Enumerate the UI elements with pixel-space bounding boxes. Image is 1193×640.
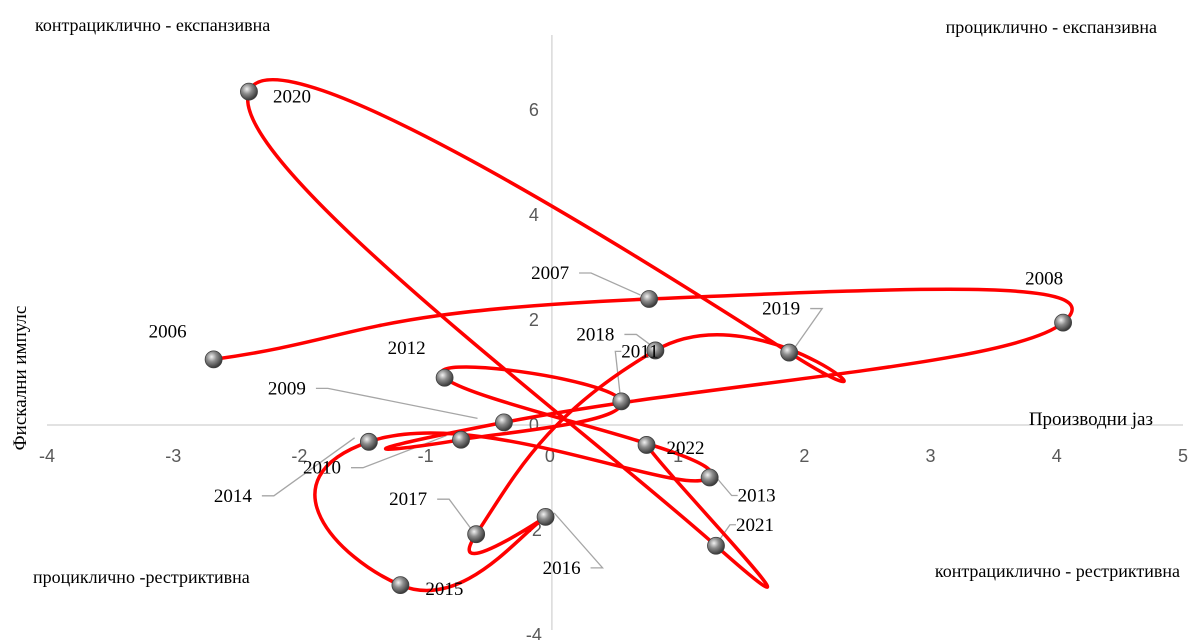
quadrant-labels: контрациклично - експанзивна проциклично…	[33, 15, 1180, 587]
leader-line-2009	[315, 387, 478, 420]
marker-2021	[707, 536, 725, 555]
x-tick-label: 4	[1052, 446, 1062, 466]
quadrant-label-bottom-right: контрациклично - рестриктивна	[935, 561, 1180, 581]
leader-line-2013	[712, 473, 738, 497]
marker-2016	[536, 507, 555, 526]
leader-line-2021	[717, 524, 736, 543]
leader-line-2019	[793, 307, 824, 349]
x-tick-label: -2	[291, 446, 307, 466]
marker-2020	[240, 82, 258, 101]
point-label-2019: 2019	[762, 299, 800, 320]
point-label-2016: 2016	[543, 558, 581, 579]
y-tick-label: 0	[529, 415, 539, 435]
marker-2018	[646, 341, 665, 360]
y-tick-label: -4	[526, 625, 542, 640]
point-label-2007: 2007	[531, 263, 569, 284]
leader-line-2011	[614, 350, 622, 398]
point-label-2012: 2012	[388, 338, 426, 359]
marker-2010	[452, 430, 470, 449]
x-tick-label: -3	[165, 446, 181, 466]
marker-2019	[780, 343, 799, 362]
point-label-2022: 2022	[667, 438, 705, 459]
x-tick-label: 1	[673, 446, 683, 466]
marker-2009	[495, 413, 513, 432]
point-label-2009: 2009	[268, 378, 306, 399]
x-tick-label: 5	[1178, 446, 1188, 466]
marker-2012	[435, 368, 454, 387]
point-label-2015: 2015	[425, 579, 463, 600]
x-tick-label: 0	[545, 446, 555, 466]
marker-2014	[359, 432, 378, 451]
y-axis-title: Фискални импулс	[10, 306, 31, 451]
quadrant-label-bottom-left: проциклично -рестриктивна	[33, 567, 250, 587]
point-label-2006: 2006	[149, 321, 187, 342]
quadrant-label-top-left: контрациклично - експанзивна	[35, 15, 270, 35]
x-tick-label: -1	[418, 446, 434, 466]
point-label-2008: 2008	[1025, 269, 1063, 290]
point-label-2013: 2013	[738, 486, 776, 507]
point-label-2020: 2020	[273, 87, 311, 108]
marker-2011	[612, 392, 631, 411]
y-tick-label: 4	[529, 205, 539, 225]
leader-line-2018	[624, 333, 653, 347]
x-tick-label: 3	[926, 446, 936, 466]
x-axis-title: Производни јаз	[1029, 409, 1153, 430]
marker-2015	[391, 576, 410, 595]
marker-2006	[204, 350, 223, 369]
marker-2017	[467, 525, 486, 544]
leader-line-2016	[553, 512, 605, 569]
point-label-2017: 2017	[389, 489, 427, 510]
quadrant-label-top-right: проциклично - експанзивна	[946, 17, 1157, 37]
leader-line-2017	[437, 498, 473, 531]
point-label-2011: 2011	[621, 341, 658, 362]
y-tick-label: 2	[529, 310, 539, 330]
x-tick-label: -4	[39, 446, 55, 466]
point-label-2010: 2010	[303, 458, 341, 479]
marker-2007	[640, 290, 658, 308]
marker-2013	[700, 468, 719, 487]
marker-2022	[637, 436, 656, 454]
y-tick-label: 6	[529, 100, 539, 120]
leader-line-2014	[261, 437, 355, 497]
x-tick-label: 2	[799, 446, 809, 466]
leader-line-2007	[579, 272, 641, 296]
point-label-2018: 2018	[576, 324, 614, 345]
trajectory-line	[211, 78, 1074, 593]
data-markers	[204, 82, 1072, 595]
marker-2008	[1054, 313, 1072, 332]
point-label-2014: 2014	[214, 486, 253, 507]
point-label-2021: 2021	[736, 515, 774, 536]
